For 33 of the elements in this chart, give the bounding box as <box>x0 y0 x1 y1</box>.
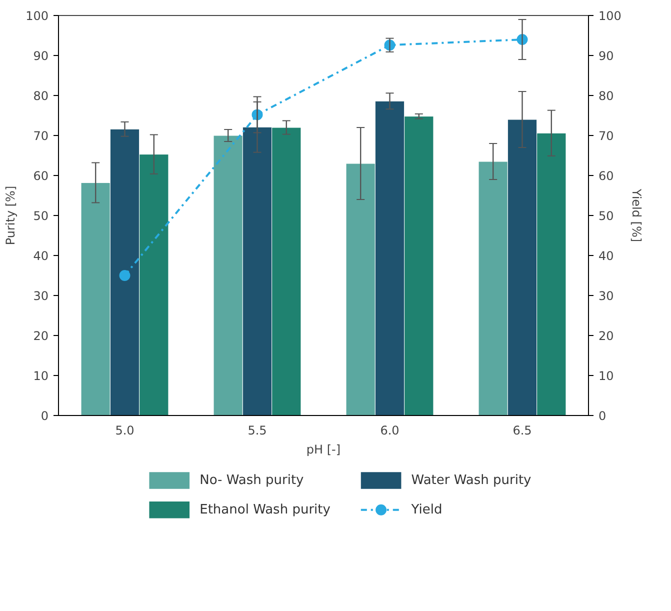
y-axis-title: Purity [%] <box>4 186 18 246</box>
x-tick-label: 6.0 <box>380 424 400 438</box>
y2-tick-label: 40 <box>598 249 614 263</box>
legend-label: No- Wash purity <box>200 473 304 488</box>
y2-tick-label: 100 <box>598 9 622 23</box>
y2-tick-label: 50 <box>598 209 614 223</box>
y-tick-label: 60 <box>33 169 49 183</box>
legend-label: Yield <box>410 502 442 518</box>
y2-tick-label: 80 <box>598 89 614 103</box>
y2-tick-label: 10 <box>598 369 614 383</box>
y-tick-label: 40 <box>33 249 49 263</box>
y-tick-label: 20 <box>33 329 49 343</box>
y2-tick-label: 90 <box>598 49 614 63</box>
y-tick-label: 100 <box>26 9 48 23</box>
legend-label: Ethanol Wash purity <box>200 502 331 518</box>
y2-tick-label: 0 <box>598 409 606 423</box>
y-tick-label: 50 <box>33 209 49 223</box>
y2-tick-label: 30 <box>598 289 614 303</box>
x-tick-label: 5.0 <box>115 424 134 438</box>
y-tick-label: 70 <box>33 129 49 143</box>
x-tick-label: 5.5 <box>248 424 267 438</box>
x-tick-label: 6.5 <box>512 424 532 438</box>
y-tick-label: 90 <box>33 49 49 63</box>
y2-tick-label: 20 <box>598 329 614 343</box>
x-axis-title: pH [-] <box>306 442 341 456</box>
y-tick-label: 0 <box>40 409 49 423</box>
y2-axis-title: Yield [%] <box>629 188 644 242</box>
y-tick-label: 10 <box>33 369 49 383</box>
y-tick-label: 30 <box>33 289 49 303</box>
y2-tick-label: 60 <box>598 169 614 183</box>
y2-tick-label: 70 <box>598 129 614 143</box>
y-tick-label: 80 <box>33 89 49 103</box>
legend-label: Water Wash purity <box>411 473 532 488</box>
